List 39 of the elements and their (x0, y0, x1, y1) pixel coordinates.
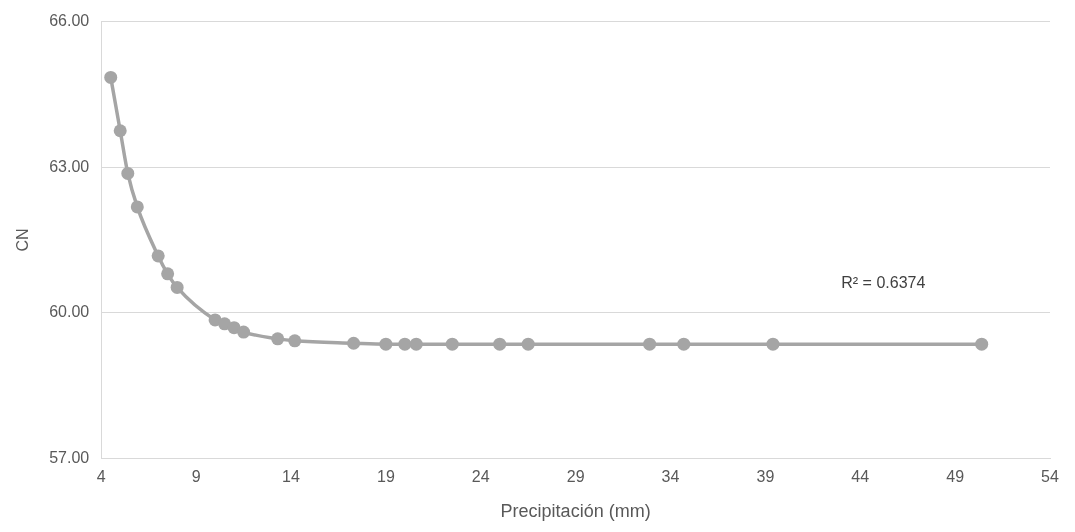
point (170, 280, 184, 294)
x-tick-label: 49 (946, 468, 965, 486)
y-tick-label: 66.00 (49, 12, 90, 30)
y-axis-title: CN (14, 228, 32, 252)
point (766, 337, 780, 351)
point (271, 332, 285, 346)
y-tick-label: 63.00 (49, 157, 90, 175)
x-tick-label: 39 (756, 468, 775, 486)
x-tick-label: 9 (191, 468, 201, 486)
point (379, 337, 393, 351)
x-tick-label: 4 (96, 468, 106, 486)
point (151, 249, 165, 263)
y-tick-label: 60.00 (49, 303, 90, 321)
point (104, 70, 118, 84)
x-tick-label: 54 (1041, 468, 1059, 486)
x-tick-label: 19 (376, 468, 395, 486)
point (121, 166, 135, 180)
point (130, 200, 144, 214)
point (445, 337, 459, 351)
point (161, 267, 175, 281)
x-tick-label: 24 (471, 468, 490, 486)
point (975, 337, 989, 351)
point (409, 337, 423, 351)
point (493, 337, 507, 351)
point (398, 337, 412, 351)
point (288, 334, 302, 348)
point (347, 336, 361, 350)
point (677, 337, 691, 351)
x-axis-title: Precipitación (mm) (500, 501, 651, 522)
y-tick-label: 57.00 (49, 448, 90, 466)
point (643, 337, 657, 351)
point (521, 337, 535, 351)
point (237, 325, 251, 339)
x-tick-label: 14 (282, 468, 300, 486)
x-tick-label: 29 (566, 468, 585, 486)
x-tick-label: 34 (661, 468, 680, 486)
point (113, 124, 127, 138)
annotation: R² = 0.6374 (841, 273, 926, 291)
x-tick-label: 44 (851, 468, 870, 486)
